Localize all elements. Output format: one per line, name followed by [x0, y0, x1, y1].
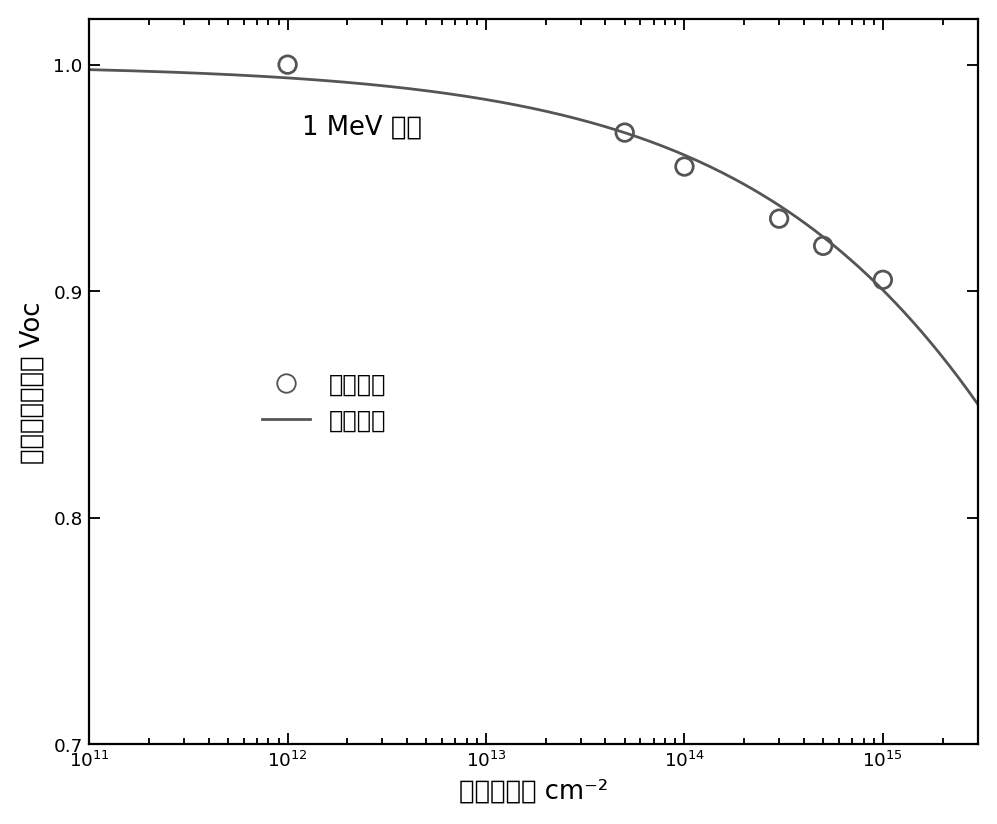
- Legend: 实验数据, 拟合曲线: 实验数据, 拟合曲线: [252, 363, 396, 442]
- Point: [874, 274, 890, 287]
- Point: [279, 59, 295, 72]
- Point: [815, 240, 831, 253]
- Point: [676, 161, 692, 174]
- X-axis label: 电子注量， cm⁻²: 电子注量， cm⁻²: [459, 778, 607, 804]
- Y-axis label: 归一化开路电压 Voc: 归一化开路电压 Voc: [20, 301, 46, 463]
- Text: 1 MeV 电子: 1 MeV 电子: [302, 114, 422, 140]
- Point: [771, 213, 787, 226]
- Point: [616, 127, 632, 140]
